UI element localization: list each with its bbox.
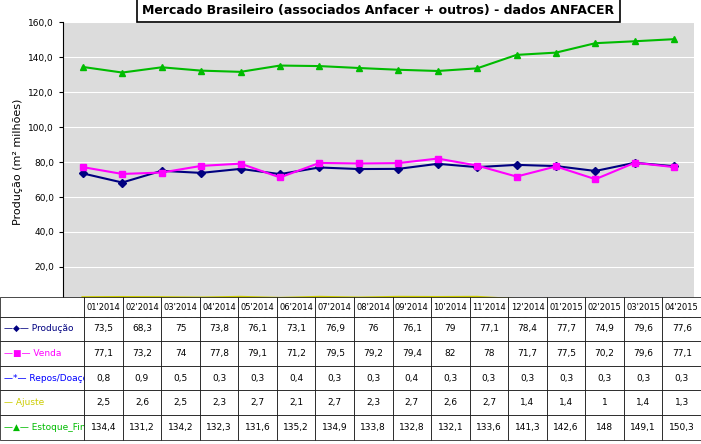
Repos/Doações [631,299,639,304]
Venda [394,160,402,166]
Estoque_Final [79,64,87,70]
Ajuste [552,297,560,302]
Repos/Doações [552,299,560,304]
Ajuste [433,295,442,300]
Estoque_Final [670,36,679,42]
Venda [79,164,87,170]
Venda [631,160,639,166]
Repos/Doações [355,299,363,304]
Ajuste [631,297,639,302]
Repos/Doações [158,298,166,304]
Venda [236,161,245,166]
Repos/Doações [315,299,324,304]
Venda [118,171,126,177]
Ajuste [236,294,245,300]
Estoque_Final [275,63,284,68]
Produção [394,166,402,171]
Venda [670,164,679,170]
Ajuste [79,295,87,300]
Estoque_Final [473,66,482,71]
Line: Venda: Venda [79,155,678,182]
Ajuste [197,295,205,301]
Venda [355,161,363,166]
Estoque_Final [118,70,126,75]
Ajuste [473,294,482,300]
Produção [158,168,166,174]
Ajuste [512,297,521,302]
Produção [591,168,599,174]
Estoque_Final [512,52,521,58]
Repos/Doações [197,299,205,304]
Estoque_Final [591,40,599,46]
Estoque_Final [552,50,560,56]
Ajuste [355,295,363,301]
Produção [315,165,324,170]
Produção [197,170,205,175]
Ajuste [118,295,126,300]
Ajuste [394,294,402,300]
Produção [79,171,87,176]
Repos/Doações [670,299,679,304]
Line: Produção: Produção [80,160,677,185]
Line: Estoque_Final: Estoque_Final [79,36,678,76]
Venda [275,175,284,180]
Repos/Doações [79,298,87,303]
Produção [512,162,521,167]
Produção [355,166,363,172]
Venda [433,156,442,161]
Ajuste [591,297,599,303]
Estoque_Final [236,69,245,75]
Produção [473,164,482,170]
Ajuste [315,294,324,300]
Venda [158,170,166,175]
Repos/Doações [473,299,482,304]
Line: Repos/Doações: Repos/Doações [79,297,678,305]
Produção [670,163,679,169]
Estoque_Final [158,65,166,70]
Ajuste [275,296,284,301]
Repos/Doações [433,299,442,304]
Produção [118,180,126,185]
Venda [512,174,521,179]
Line: Ajuste: Ajuste [83,297,674,300]
Repos/Doações [394,298,402,304]
Estoque_Final [315,63,324,69]
Venda [315,160,324,166]
Estoque_Final [197,68,205,73]
Estoque_Final [394,67,402,72]
Produção [236,166,245,171]
Venda [552,164,560,169]
Produção [631,160,639,166]
Produção [552,163,560,169]
Repos/Doações [591,299,599,304]
Estoque_Final [355,65,363,71]
Repos/Doações [236,299,245,304]
Repos/Doações [118,297,126,303]
Venda [591,177,599,182]
Ajuste [158,295,166,300]
Produção [433,161,442,166]
Y-axis label: Produção (m² milhões): Produção (m² milhões) [13,99,22,225]
Produção [275,171,284,177]
Ajuste [670,297,679,302]
Estoque_Final [433,68,442,74]
Estoque_Final [631,39,639,44]
Venda [197,163,205,169]
Repos/Doações [512,299,521,304]
Venda [473,163,482,168]
Title: Mercado Brasileiro (associados Anfacer + outros) - dados ANFACER: Mercado Brasileiro (associados Anfacer +… [142,4,615,17]
Repos/Doações [275,298,284,304]
